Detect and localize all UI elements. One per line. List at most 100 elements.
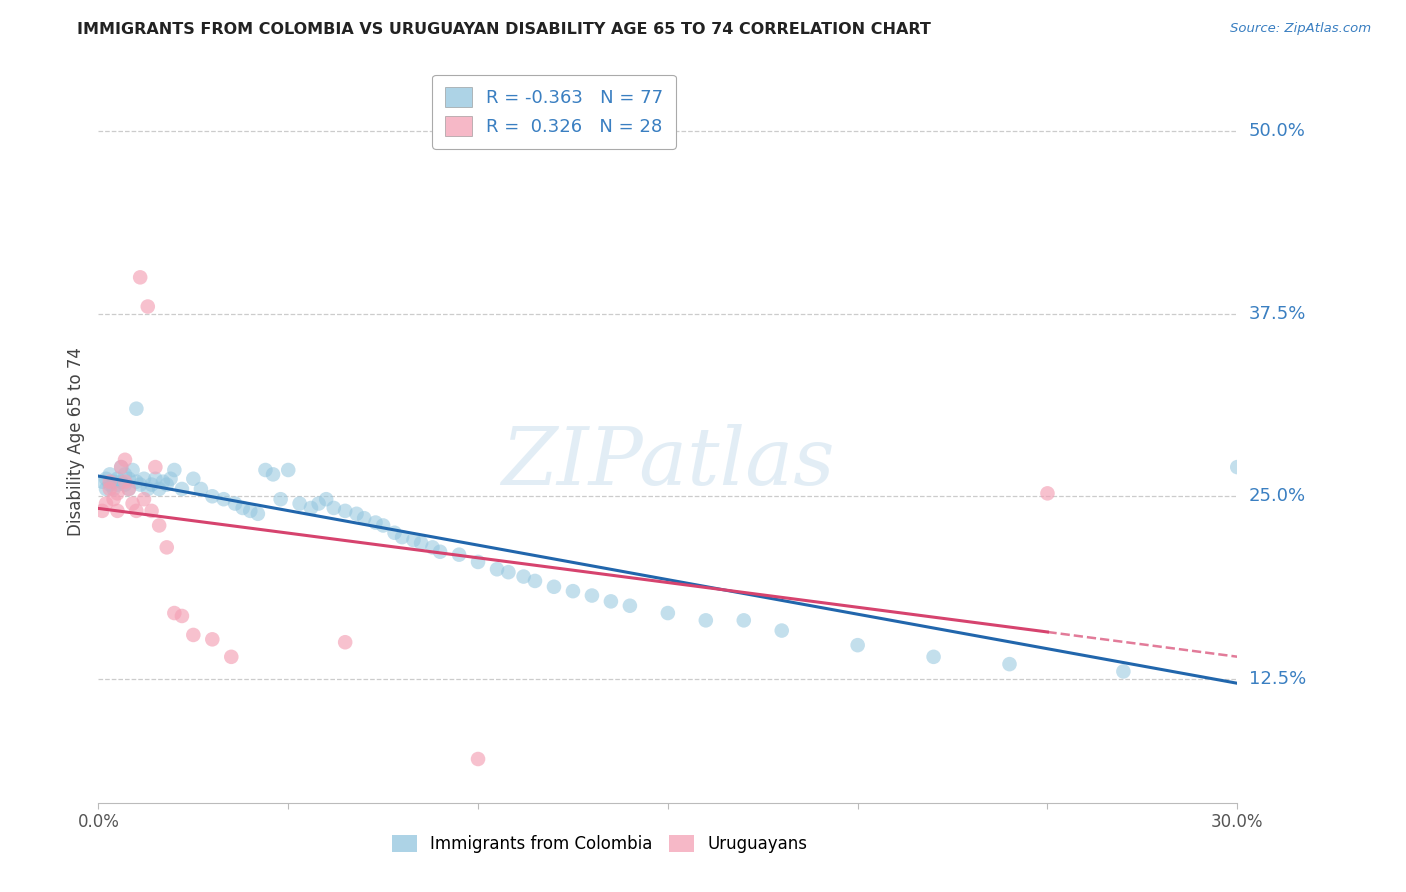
Point: [619, 599, 641, 613]
Point: [129, 477, 152, 491]
Point: [212, 492, 235, 507]
Point: [498, 565, 520, 579]
Point: [562, 584, 585, 599]
Point: [103, 482, 125, 496]
Point: [277, 463, 299, 477]
Point: [114, 477, 136, 491]
Point: [145, 472, 167, 486]
Point: [384, 525, 406, 540]
Point: [118, 482, 141, 496]
Point: [335, 635, 357, 649]
Text: 12.5%: 12.5%: [1249, 670, 1306, 688]
Point: [156, 477, 179, 491]
Point: [190, 482, 212, 496]
Point: [170, 609, 193, 624]
Point: [371, 518, 394, 533]
Text: 25.0%: 25.0%: [1249, 487, 1306, 505]
Point: [145, 460, 167, 475]
Point: [657, 606, 679, 620]
Text: 50.0%: 50.0%: [1249, 122, 1306, 140]
Point: [91, 504, 114, 518]
Point: [94, 497, 117, 511]
Text: IMMIGRANTS FROM COLOMBIA VS URUGUAYAN DISABILITY AGE 65 TO 74 CORRELATION CHART: IMMIGRANTS FROM COLOMBIA VS URUGUAYAN DI…: [77, 22, 931, 37]
Text: 37.5%: 37.5%: [1249, 305, 1306, 323]
Legend: Immigrants from Colombia, Uruguayans: Immigrants from Colombia, Uruguayans: [385, 828, 814, 860]
Point: [183, 628, 205, 642]
Point: [141, 504, 163, 518]
Point: [183, 472, 205, 486]
Point: [315, 492, 337, 507]
Point: [110, 475, 132, 489]
Point: [170, 482, 193, 496]
Point: [125, 504, 148, 518]
Point: [156, 541, 179, 555]
Point: [322, 500, 344, 515]
Point: [136, 482, 159, 496]
Point: [148, 482, 170, 496]
Point: [254, 463, 277, 477]
Point: [467, 752, 489, 766]
Point: [1112, 665, 1135, 679]
Point: [600, 594, 623, 608]
Point: [159, 472, 181, 486]
Point: [118, 472, 141, 486]
Point: [103, 475, 125, 489]
Y-axis label: Disability Age 65 to 74: Disability Age 65 to 74: [66, 347, 84, 536]
Point: [129, 270, 152, 285]
Point: [232, 500, 254, 515]
Point: [299, 500, 322, 515]
Point: [94, 472, 117, 486]
Point: [224, 497, 246, 511]
Point: [107, 486, 129, 500]
Point: [136, 300, 159, 314]
Point: [163, 463, 186, 477]
Point: [846, 638, 869, 652]
Point: [543, 580, 565, 594]
Point: [288, 497, 311, 511]
Point: [308, 497, 330, 511]
Point: [201, 632, 224, 647]
Point: [110, 460, 132, 475]
Point: [91, 475, 114, 489]
Point: [125, 475, 148, 489]
Point: [239, 504, 262, 518]
Point: [402, 533, 425, 547]
Point: [141, 477, 163, 491]
Point: [922, 649, 945, 664]
Point: [1036, 486, 1059, 500]
Point: [148, 518, 170, 533]
Point: [132, 492, 155, 507]
Point: [391, 530, 413, 544]
Point: [201, 489, 224, 503]
Point: [98, 482, 121, 496]
Text: Source: ZipAtlas.com: Source: ZipAtlas.com: [1230, 22, 1371, 36]
Point: [246, 507, 269, 521]
Point: [114, 452, 136, 467]
Point: [512, 569, 534, 583]
Point: [163, 606, 186, 620]
Point: [998, 657, 1021, 672]
Point: [121, 497, 143, 511]
Point: [132, 472, 155, 486]
Point: [449, 548, 471, 562]
Point: [121, 463, 143, 477]
Point: [467, 555, 489, 569]
Point: [152, 475, 174, 489]
Point: [364, 516, 387, 530]
Point: [733, 613, 755, 627]
Point: [98, 475, 121, 489]
Point: [770, 624, 793, 638]
Point: [524, 574, 547, 588]
Point: [94, 482, 117, 496]
Point: [221, 649, 243, 664]
Point: [114, 475, 136, 489]
Point: [98, 477, 121, 491]
Point: [486, 562, 509, 576]
Point: [1226, 460, 1249, 475]
Point: [114, 467, 136, 482]
Point: [581, 589, 603, 603]
Point: [107, 472, 129, 486]
Point: [422, 541, 444, 555]
Point: [695, 613, 717, 627]
Point: [107, 477, 129, 491]
